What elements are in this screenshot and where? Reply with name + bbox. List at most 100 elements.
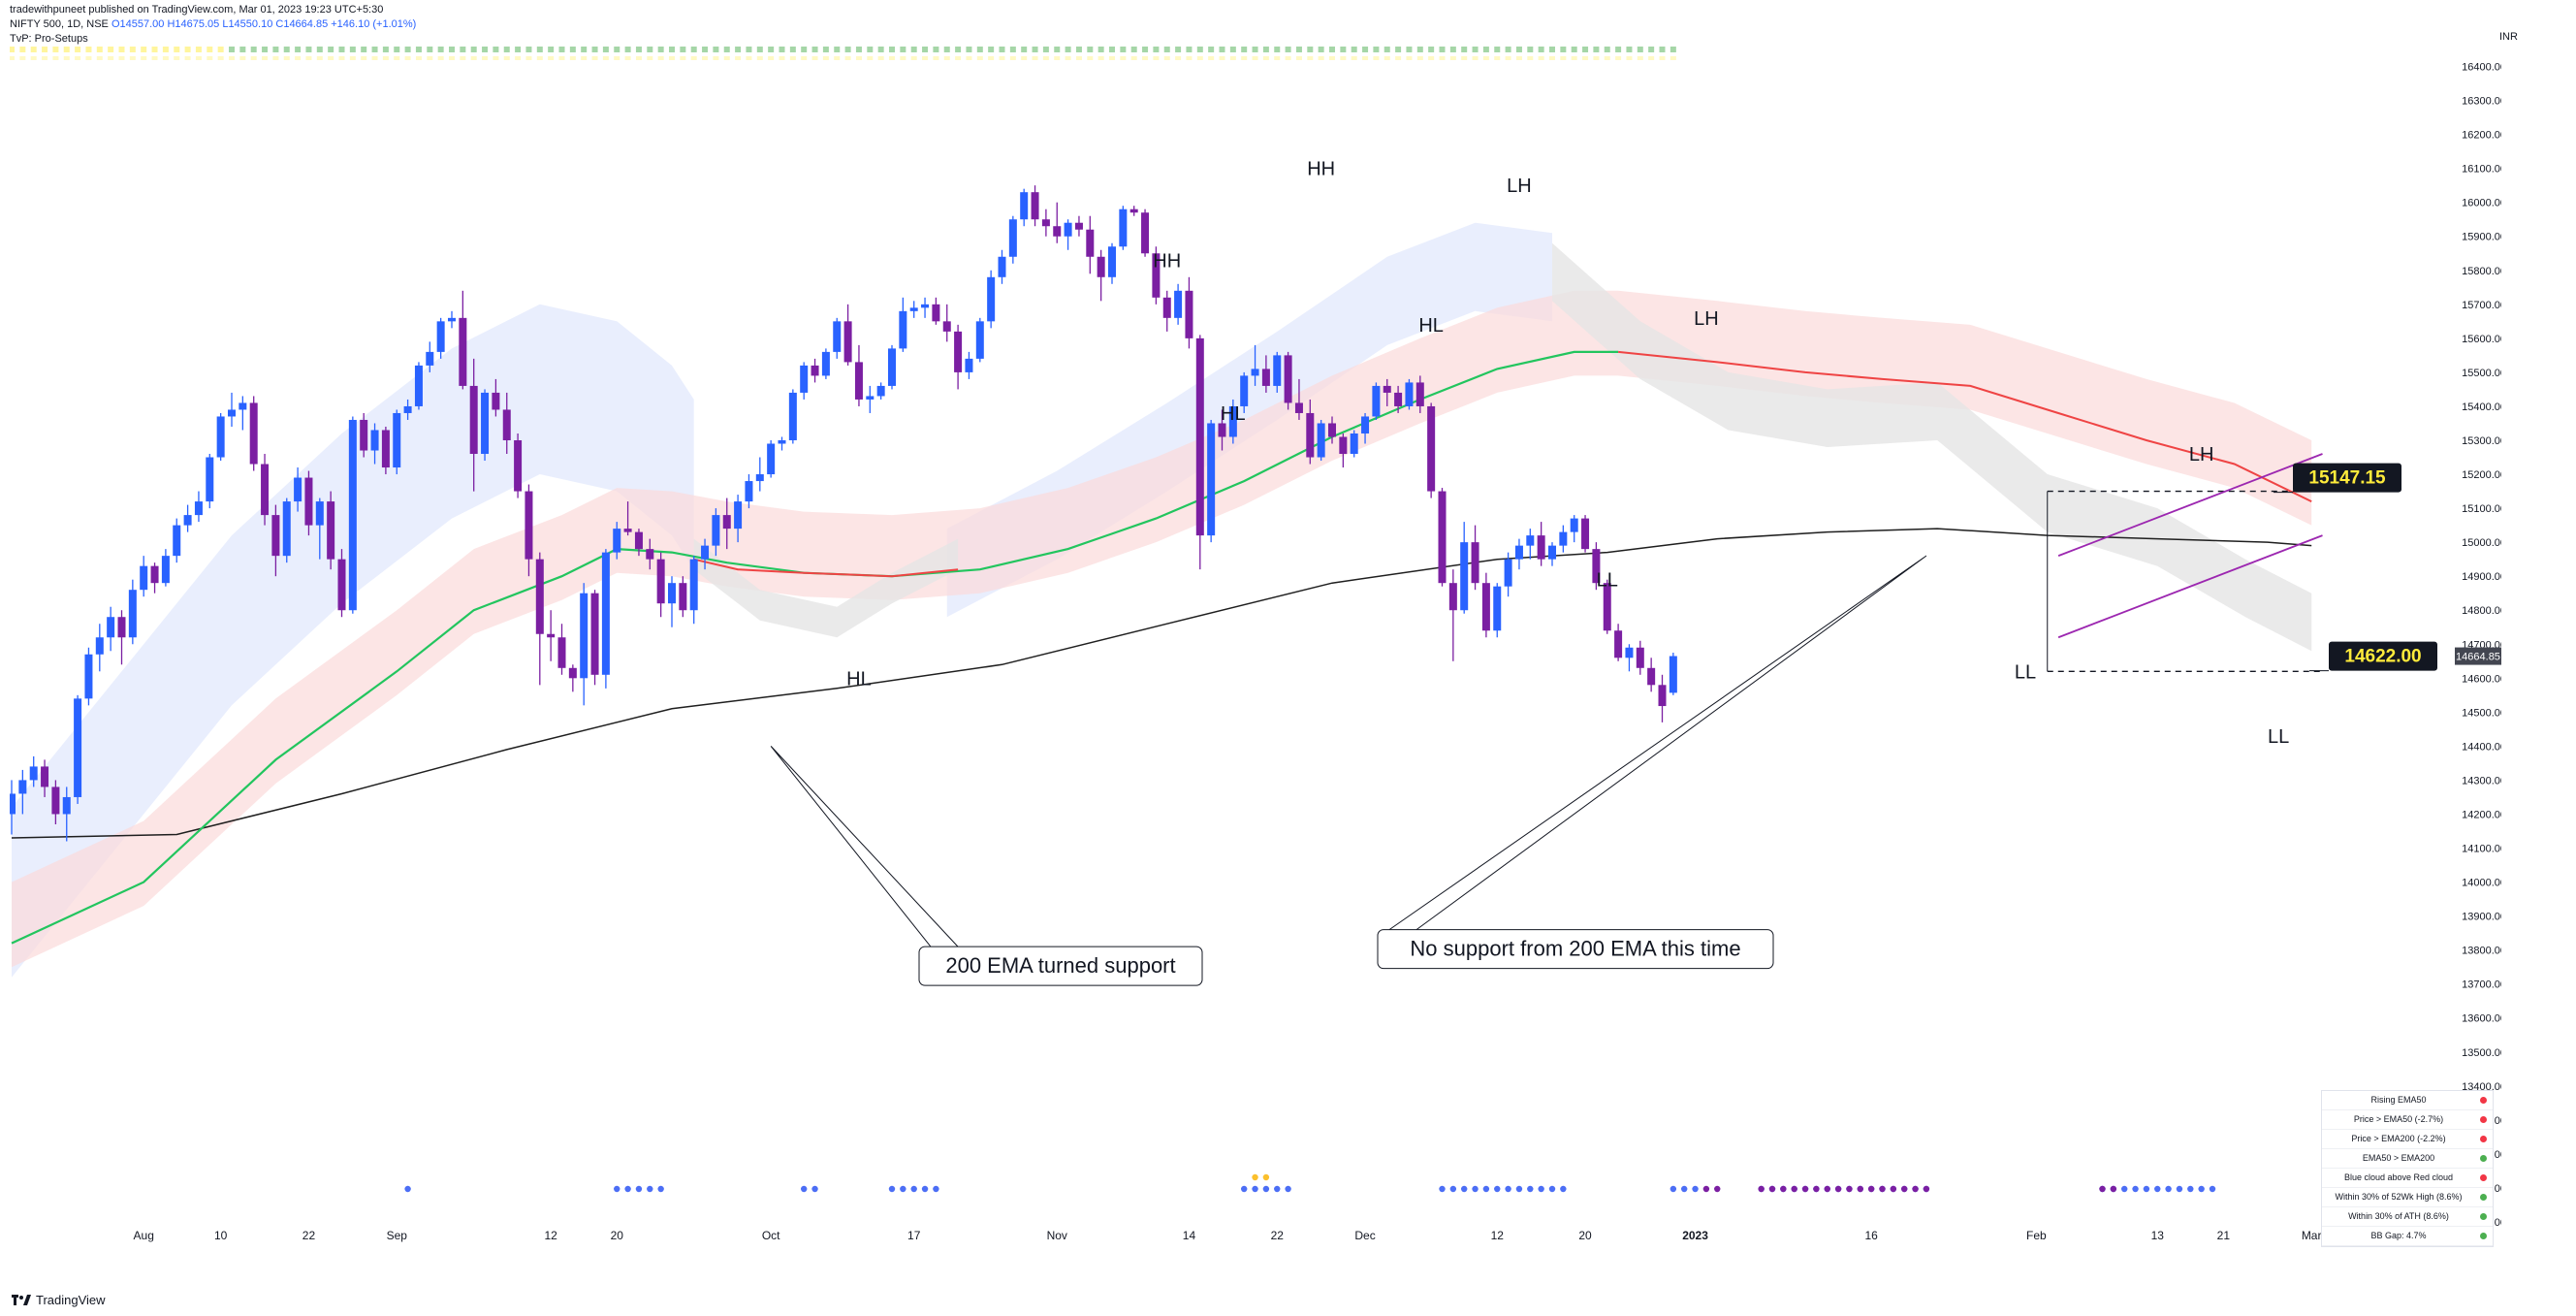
signal-dot [1395,56,1402,60]
blue-dot-marker [1494,1185,1501,1193]
price-tick-label: 16300.00 [2462,96,2501,108]
candle-body [51,786,60,815]
signal-dot [427,56,433,60]
signal-dot [1373,56,1380,60]
blue-dot-marker [635,1185,643,1193]
channel-upper-line[interactable] [2057,453,2323,557]
signal-dot [283,56,290,60]
signal-dot [822,47,829,52]
price-tags: 15147.15 14622.00 14664.85 [2274,463,2501,672]
signal-dot [371,56,378,60]
candle-body [1162,297,1171,318]
signal-dot [1153,56,1160,60]
signal-dot [1505,47,1511,52]
signal-dot [272,56,279,60]
signal-dot [768,47,775,52]
signal-dot [1659,56,1666,60]
signal-dot [746,47,752,52]
blue-dot-marker [1262,1185,1270,1193]
time-tick-label: Mar [2302,1229,2322,1242]
blue-dot-marker [2209,1185,2216,1193]
ema-clouds [12,222,2312,978]
candle-body [1041,219,1050,227]
status-dot-icon [2480,1174,2487,1181]
price-tick-label: 16400.00 [2462,62,2501,74]
signal-dot [75,56,81,60]
callout-pointer [770,746,959,947]
purple-dot-marker [1879,1185,1886,1193]
price-tick-label: 15900.00 [2462,232,2501,243]
signal-dot [844,47,851,52]
signal-dot [1593,47,1600,52]
signal-dot [1428,56,1435,60]
candle-body [821,351,830,376]
signal-dot [1571,47,1577,52]
candle-body [1020,192,1029,220]
price-tag-box[interactable] [2293,463,2401,493]
signal-dot [943,56,950,60]
symbol-label[interactable]: NIFTY 500, 1D, NSE [10,18,109,30]
price-tag-box[interactable] [2329,641,2437,671]
channel-lower-line[interactable] [2057,534,2323,639]
signal-dot [460,47,466,52]
candle-body [843,321,852,363]
purple-dot-marker [2099,1185,2106,1193]
signal-dot [867,47,874,52]
blue-dot-marker [404,1185,411,1193]
callout-box[interactable] [1377,929,1774,970]
signal-dot [1527,47,1534,52]
signal-dot [449,47,455,52]
signal-dot [1538,56,1544,60]
status-table-label: Price > EMA200 (-2.2%) [2351,1134,2446,1143]
signal-dot [1307,47,1314,52]
ema200-line [11,528,2312,839]
candle-body [74,698,82,797]
signal-dot [669,56,675,60]
signal-dot [19,56,26,60]
signal-dot [822,56,829,60]
price-chart[interactable]: 200 EMA turned support No support from 20… [10,27,2501,1259]
price-tick-label: 13900.00 [2462,912,2501,923]
signal-dot [1262,56,1269,60]
signal-dot [1538,47,1544,52]
grey-cloud [1552,242,2312,652]
signal-dot [250,56,257,60]
signal-dot [262,56,269,60]
candle-body [1493,586,1502,631]
signal-dot [1416,47,1423,52]
candle-body [1361,416,1370,433]
signal-dot [910,47,917,52]
signal-dot [108,56,114,60]
signal-dot [1186,56,1193,60]
signal-dot [1373,47,1380,52]
signal-dot [1219,56,1225,60]
candle-body [1097,256,1105,277]
time-tick-label: 2023 [1682,1229,1708,1242]
signal-dot [602,47,609,52]
signal-dot [1449,56,1456,60]
price-tick-label: 14900.00 [2462,571,2501,583]
signal-dot [1009,47,1016,52]
signal-dot [855,56,862,60]
swing-label: HL [846,668,872,690]
candle-body [1427,405,1436,492]
blue-dot-marker [1527,1185,1534,1193]
candle-body [965,358,973,372]
candle-body [1294,402,1303,413]
candle-body [1537,535,1545,560]
signal-dot [361,47,367,52]
purple-dot-marker [1912,1185,1919,1193]
candle-body [1129,209,1138,213]
callout-box[interactable] [918,946,1203,986]
candle-body [788,392,797,440]
blue-dot-marker [2165,1185,2172,1193]
signal-dot [1097,47,1104,52]
signal-dot [1252,56,1258,60]
signal-dot [657,56,664,60]
candle-body [327,501,335,560]
indicator-label[interactable]: TvP: Pro-Setups [10,33,88,45]
candle-body [1350,433,1358,455]
candle-body [987,276,996,322]
price-tick-label: 14400.00 [2462,741,2501,753]
signal-dot [976,56,983,60]
